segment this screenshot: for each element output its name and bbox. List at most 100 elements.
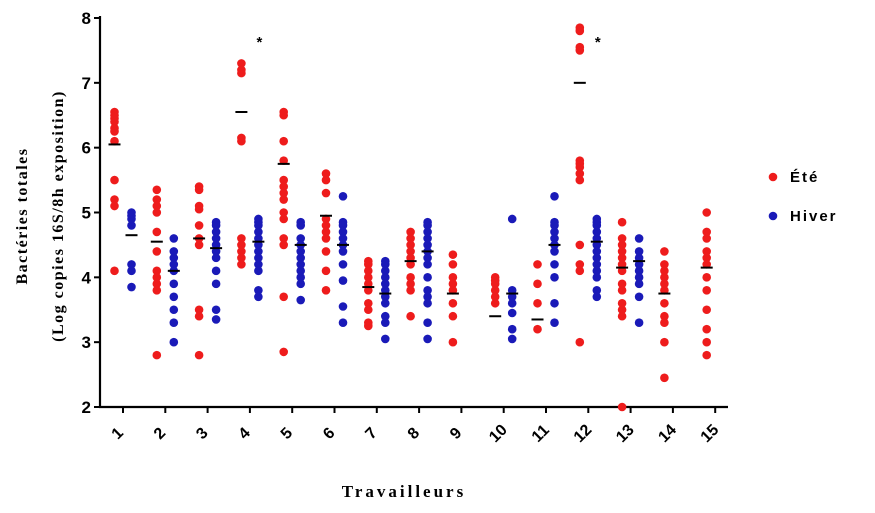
legend-marker [768,172,778,182]
data-point [110,266,119,276]
legend-label: Hiver [790,208,838,225]
x-tick-label: 7 [362,425,380,443]
data-point [110,127,119,136]
data-point [237,253,246,263]
x-axis-title: Travailleurs [342,482,466,501]
y-tick-label: 2 [82,398,91,417]
data-point [110,136,119,146]
data-point [507,214,517,224]
x-tick-label: 2 [151,425,169,443]
y-tick-label: 6 [82,139,91,158]
data-point [321,175,331,185]
data-point [254,260,263,269]
data-point [550,298,559,308]
data-point [279,156,289,165]
data-point [338,260,348,269]
data-point [617,311,627,321]
data-point [490,292,500,302]
data-point [110,117,119,127]
data-point [533,324,542,334]
data-point [279,214,289,224]
y-tick-label: 7 [82,74,91,93]
data-point [211,253,221,263]
data-point [296,234,306,243]
data-marks: * * [108,23,713,412]
x-tick-label: 6 [320,425,338,443]
data-point [364,286,373,295]
data-point [702,208,711,217]
data-point [634,318,644,328]
data-point [237,247,246,256]
x-tick-label: 4 [236,425,254,443]
data-point [127,260,136,269]
data-point [211,247,221,256]
data-point [702,286,711,295]
data-point [381,298,390,308]
data-point [194,185,204,195]
data-point [550,260,559,269]
data-point [550,318,559,328]
data-point [127,266,136,276]
data-point [296,266,306,276]
y-axis-title-line1: Bactéries totales [14,147,31,284]
data-point [702,350,711,360]
data-point [634,260,644,269]
data-point [617,234,627,243]
data-point [702,273,711,282]
data-point [279,136,289,146]
data-point [169,247,179,256]
data-point [321,266,331,276]
data-point [296,221,306,230]
data-point [660,279,669,289]
data-point [381,318,390,328]
data-point [702,227,711,237]
data-point [279,188,289,198]
data-point [660,298,669,308]
data-point [321,221,331,230]
data-point [211,234,221,243]
data-point [338,191,348,201]
x-tick-label: 3 [193,425,211,443]
data-point [448,286,458,295]
data-point [448,298,458,308]
data-point [338,234,348,243]
data-point [279,292,289,302]
data-point [448,337,458,347]
data-point [279,240,289,250]
data-point [194,204,204,214]
data-point [617,298,627,308]
data-point [321,169,331,178]
data-point [660,260,669,269]
data-point [406,247,415,256]
y-tick-label: 3 [82,333,91,352]
data-point [550,234,559,243]
data-point [279,208,289,217]
data-point [152,273,162,282]
data-point [634,279,644,289]
data-point [406,311,415,321]
data-point [702,324,711,334]
data-point [702,260,711,269]
data-point [406,286,415,295]
data-point [279,234,289,243]
data-point [634,234,644,243]
data-point [296,295,306,305]
data-point [660,273,669,282]
x-tick-label: 1 [109,425,127,443]
data-point [211,315,221,324]
data-point [423,318,432,328]
y-axis-title-line2: (Log copies 16S/8h exposition) [50,90,67,342]
data-point [194,240,204,250]
data-point [237,240,246,250]
data-point [533,260,542,269]
data-point [423,221,432,230]
data-point [660,311,669,321]
data-point [423,253,432,263]
significance-star: * [256,34,262,51]
data-point [490,298,500,308]
data-point [550,227,559,237]
data-point [381,311,390,321]
data-point [381,266,390,276]
data-point [592,266,602,276]
